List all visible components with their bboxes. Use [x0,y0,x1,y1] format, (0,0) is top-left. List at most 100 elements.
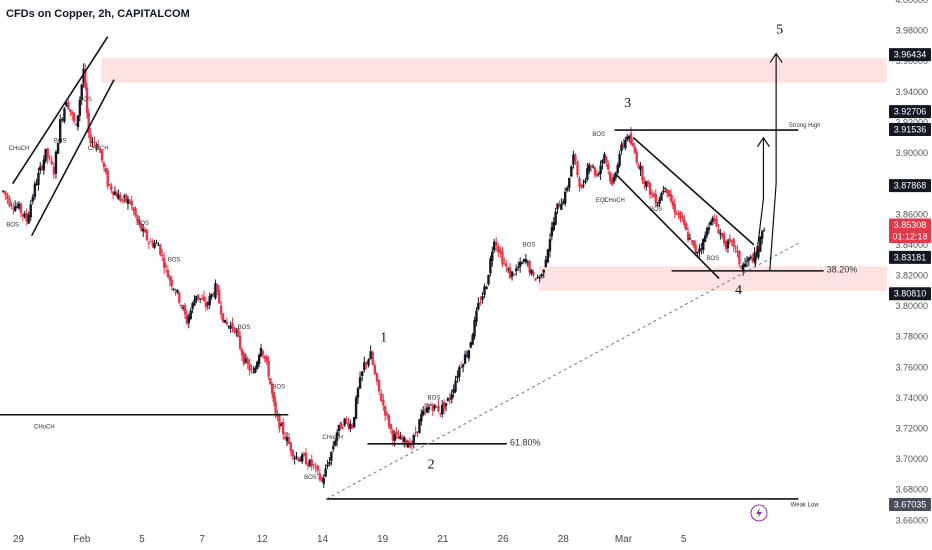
candle-body [333,440,337,446]
x-tick-label: 14 [317,534,329,545]
candle-body [605,156,608,163]
price-tag-bg [889,498,931,512]
y-tick-label: 3.82000 [895,270,928,280]
candle-body [497,245,500,253]
candle-body [485,286,488,290]
candle-body [140,223,143,231]
candle-body [534,278,537,281]
candle-body [747,257,751,261]
candle-body [97,144,100,149]
candle-body [263,355,267,359]
candle-body [586,168,589,180]
candle-body [645,181,648,187]
candle-body [622,142,625,146]
candle-body [172,288,175,290]
x-tick-label: 5 [139,534,145,545]
candle-body [675,212,678,215]
candle-body [242,352,246,365]
candle-body [418,419,421,434]
smc-annotation: BOS [54,138,67,144]
candle-body [302,453,306,456]
candle-body [267,361,270,377]
candle-body [128,200,132,204]
candle-body [160,255,164,257]
candle-body [67,102,70,110]
candle-body [578,178,581,187]
candle-body [412,435,415,445]
candle-body [703,235,707,242]
candle-body [681,215,684,219]
candle-body [98,150,102,153]
candle-body [69,109,72,112]
y-tick-label: 3.92000 [895,117,928,127]
lightning-icon [750,504,768,522]
candle-body [508,267,512,279]
candle-body [749,256,752,258]
candle-body [19,203,23,213]
candle-body [715,218,718,227]
candle-body [136,215,139,221]
candle-body [503,262,506,264]
candle-body [166,269,170,278]
candle-body [563,191,567,204]
candle-body [312,464,315,466]
candle-body [274,401,277,414]
candle-body [210,293,213,297]
candle-body [492,241,496,251]
y-tick-label: 3.72000 [895,424,928,434]
candle-body [404,439,408,445]
candle-body [441,404,444,415]
candle-body [560,203,563,210]
candle-body [25,213,28,222]
candle-body [518,261,522,267]
candle-body [63,108,66,122]
candle-body [422,410,425,415]
candle-body [667,190,671,197]
smc-annotation: BOS [136,221,149,227]
candle-body [126,199,130,204]
candle-body [352,417,356,428]
candle-body [202,296,206,301]
candle-body [610,178,614,185]
candle-body [48,158,51,160]
candle-body [320,477,324,482]
candle-body [491,251,494,261]
smc-annotation: Strong High [789,123,821,129]
price-tag: 01:12:18 [892,231,927,241]
candle-body [37,173,40,185]
candle-body [337,424,341,431]
smc-annotation: BOS [706,256,719,262]
candle-body [276,414,279,417]
candle-body [522,259,526,262]
candle-body [50,161,53,165]
candle-body [444,403,448,406]
candle-body [157,244,160,246]
candle-body [641,166,644,181]
candle-body [76,115,80,127]
candle-body [358,377,362,389]
candle-body [620,144,623,152]
smc-annotation: BOS [6,223,19,229]
candle-body [225,321,229,325]
candle-body [377,379,381,392]
candle-body [71,112,74,115]
candle-body [153,243,156,248]
price-tag-bg [889,179,931,193]
candle-body [391,429,395,441]
candle-body [89,133,92,144]
fib-label: 61.80% [510,437,541,447]
candle-body [147,242,151,244]
candle-body [143,229,147,233]
candle-body [289,442,293,452]
candle-body [762,230,766,232]
candle-body [119,194,122,201]
candle-body [759,237,762,252]
candle-body [308,459,312,467]
candle-body [399,435,402,440]
candle-body [285,436,289,442]
candle-body [473,319,476,337]
smc-annotation: BOS [238,325,251,331]
candle-body [87,112,90,134]
candle-body [540,274,543,277]
